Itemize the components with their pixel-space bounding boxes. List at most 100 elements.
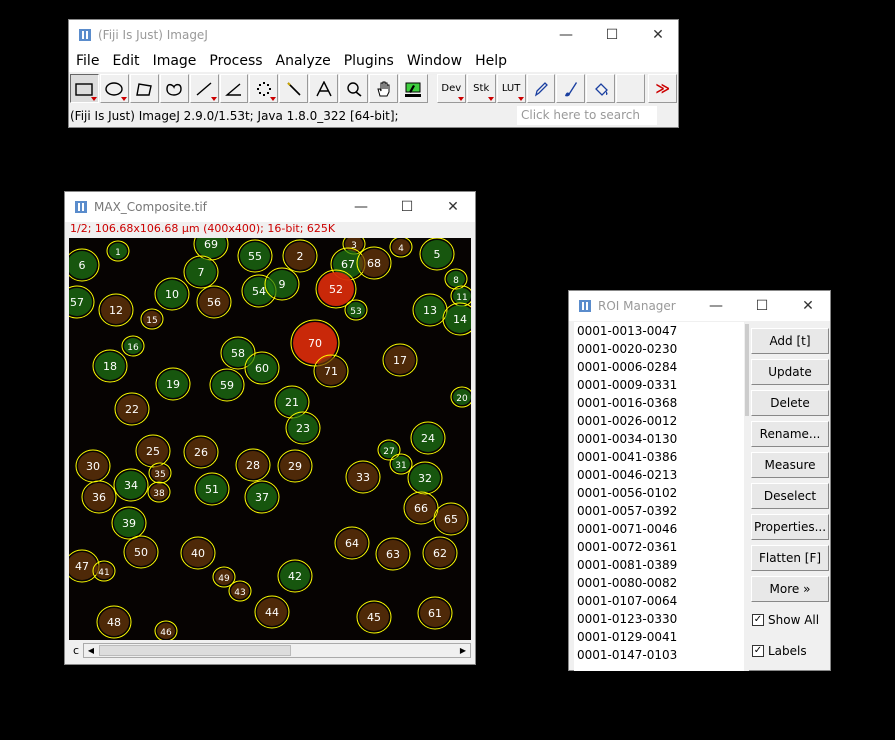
menu-file[interactable]: File xyxy=(76,53,100,69)
roi-cell[interactable]: 70 xyxy=(290,319,340,367)
roi-list-item[interactable]: 0001-0129-0041 xyxy=(577,630,678,644)
delete-button[interactable]: Delete xyxy=(751,390,829,416)
more-button[interactable]: More » xyxy=(751,576,829,602)
roi-cell[interactable]: 1 xyxy=(106,240,130,262)
show-all-checkbox[interactable]: ✓ Show All xyxy=(752,613,819,627)
menu-window[interactable]: Window xyxy=(406,53,463,69)
image-titlebar[interactable]: MAX_Composite.tif — ☐ ✕ xyxy=(65,192,475,222)
roi-cell[interactable]: 28 xyxy=(235,448,271,482)
roi-list[interactable]: 0001-0013-0047 0001-0020-0230 0001-0006-02… xyxy=(574,322,749,671)
roi-cell[interactable]: 5 xyxy=(419,238,455,271)
close-button[interactable]: ✕ xyxy=(802,298,814,314)
roi-cell[interactable]: 37 xyxy=(244,480,280,514)
scroll-right-icon[interactable]: ▶ xyxy=(459,646,467,655)
roi-list-item[interactable]: 0001-0056-0102 xyxy=(577,486,678,500)
roi-cell[interactable]: 51 xyxy=(194,472,230,506)
stk-menu-button[interactable]: Stk xyxy=(466,74,496,103)
menu-process[interactable]: Process xyxy=(209,53,263,69)
roi-cell[interactable]: 9 xyxy=(264,267,300,301)
labels-checkbox[interactable]: ✓ Labels xyxy=(752,644,807,658)
roi-cell[interactable]: 20 xyxy=(450,386,471,408)
channel-scrollbar[interactable]: ◀ ▶ xyxy=(83,643,471,658)
roi-cell[interactable]: 10 xyxy=(154,277,190,311)
roi-list-scroll-thumb[interactable] xyxy=(745,324,749,416)
roi-cell[interactable]: 39 xyxy=(111,506,147,540)
update-button[interactable]: Update xyxy=(751,359,829,385)
scroll-thumb[interactable] xyxy=(99,645,291,656)
roi-cell[interactable]: 59 xyxy=(209,368,245,402)
roi-list-item[interactable]: 0001-0081-0389 xyxy=(577,558,678,572)
roi-cell[interactable]: 8 xyxy=(444,268,468,290)
roi-cell[interactable]: 45 xyxy=(356,600,392,634)
menu-plugins[interactable]: Plugins xyxy=(343,53,394,69)
roi-cell[interactable]: 4 xyxy=(389,238,413,258)
roi-cell[interactable]: 44 xyxy=(254,595,290,629)
roi-cell[interactable]: 24 xyxy=(410,421,446,455)
roi-cell[interactable]: 27 xyxy=(377,439,401,461)
brush-tool-button[interactable] xyxy=(556,74,586,103)
rectangle-tool-button[interactable] xyxy=(70,74,99,103)
flood-fill-tool-button[interactable] xyxy=(586,74,616,103)
roi-cell[interactable]: 40 xyxy=(180,536,216,570)
rename-button[interactable]: Rename... xyxy=(751,421,829,447)
roi-cell[interactable]: 48 xyxy=(96,605,132,639)
roi-cell[interactable]: 6 xyxy=(69,248,100,282)
properties-button[interactable]: Properties... xyxy=(751,514,829,540)
roi-cell[interactable]: 29 xyxy=(277,449,313,483)
roi-list-item[interactable]: 0001-0071-0046 xyxy=(577,522,678,536)
dev-menu-button[interactable]: Dev xyxy=(436,74,466,103)
roi-cell[interactable]: 71 xyxy=(313,354,349,388)
roi-list-item[interactable]: 0001-0009-0331 xyxy=(577,378,678,392)
roi-cell[interactable]: 7 xyxy=(183,255,219,289)
roi-list-item[interactable]: 0001-0013-0047 xyxy=(577,324,678,338)
roi-cell[interactable]: 36 xyxy=(81,480,117,514)
maximize-button[interactable]: ☐ xyxy=(605,27,619,43)
roi-cell[interactable]: 46 xyxy=(154,620,178,640)
roi-list-item[interactable]: 0001-0072-0361 xyxy=(577,540,678,554)
roi-cell[interactable]: 49 xyxy=(212,566,236,588)
roi-cell[interactable]: 2 xyxy=(282,239,318,273)
roi-cell[interactable]: 18 xyxy=(92,349,128,383)
roi-cell[interactable]: 14 xyxy=(442,302,471,336)
roi-cell[interactable]: 43 xyxy=(228,580,252,602)
menu-edit[interactable]: Edit xyxy=(112,53,140,69)
flatten-button[interactable]: Flatten [F] xyxy=(751,545,829,571)
roi-cell[interactable]: 21 xyxy=(274,385,310,419)
roi-cell[interactable]: 13 xyxy=(412,293,448,327)
roi-list-item[interactable]: 0001-0020-0230 xyxy=(577,342,678,356)
roi-list-item[interactable]: 0001-0016-0368 xyxy=(577,396,678,410)
menu-help[interactable]: Help xyxy=(475,53,507,69)
measure-button[interactable]: Measure xyxy=(751,452,829,478)
main-titlebar[interactable]: (Fiji Is Just) ImageJ — ☐ ✕ xyxy=(69,20,678,50)
roi-list-item[interactable]: 0001-0123-0330 xyxy=(577,612,678,626)
close-button[interactable]: ✕ xyxy=(447,199,459,215)
roi-cell[interactable]: 31 xyxy=(389,453,413,475)
roi-cell[interactable]: 34 xyxy=(113,468,149,502)
oval-tool-button[interactable] xyxy=(99,74,129,103)
roi-cell[interactable]: 60 xyxy=(244,351,280,385)
roi-list-item[interactable]: 0001-0034-0130 xyxy=(577,432,678,446)
roi-list-item[interactable]: 0001-0041-0386 xyxy=(577,450,678,464)
roi-cell[interactable]: 64 xyxy=(334,526,370,560)
scroll-left-icon[interactable]: ◀ xyxy=(87,646,95,655)
roi-cell[interactable]: 50 xyxy=(123,535,159,569)
pencil-tool-button[interactable] xyxy=(526,74,556,103)
roi-cell[interactable]: 55 xyxy=(237,239,273,273)
roi-cell[interactable]: 62 xyxy=(422,536,458,570)
roi-list-item[interactable]: 0001-0080-0082 xyxy=(577,576,678,590)
roi-cell[interactable]: 53 xyxy=(344,299,368,321)
point-tool-button[interactable] xyxy=(249,74,279,103)
image-canvas[interactable]: 1 69 55 2 3 4 5 6 7 67 68 8 10 54 9 52 11 57 12 56 53 13 15 14 7… xyxy=(69,238,471,640)
roi-list-item[interactable]: 0001-0057-0392 xyxy=(577,504,678,518)
more-tools-button[interactable]: ≫ xyxy=(648,74,678,103)
menu-analyze[interactable]: Analyze xyxy=(275,53,331,69)
roi-list-scrollbar[interactable] xyxy=(744,322,749,671)
roi-list-item[interactable]: 0001-0026-0012 xyxy=(577,414,678,428)
polygon-tool-button[interactable] xyxy=(129,74,159,103)
roi-cell[interactable]: 52 xyxy=(315,269,357,309)
maximize-button[interactable]: ☐ xyxy=(400,199,414,215)
roi-cell[interactable]: 33 xyxy=(345,460,381,494)
roi-list-item[interactable]: 0001-0006-0284 xyxy=(577,360,678,374)
freehand-tool-button[interactable] xyxy=(159,74,189,103)
roi-cell[interactable]: 56 xyxy=(196,285,232,319)
